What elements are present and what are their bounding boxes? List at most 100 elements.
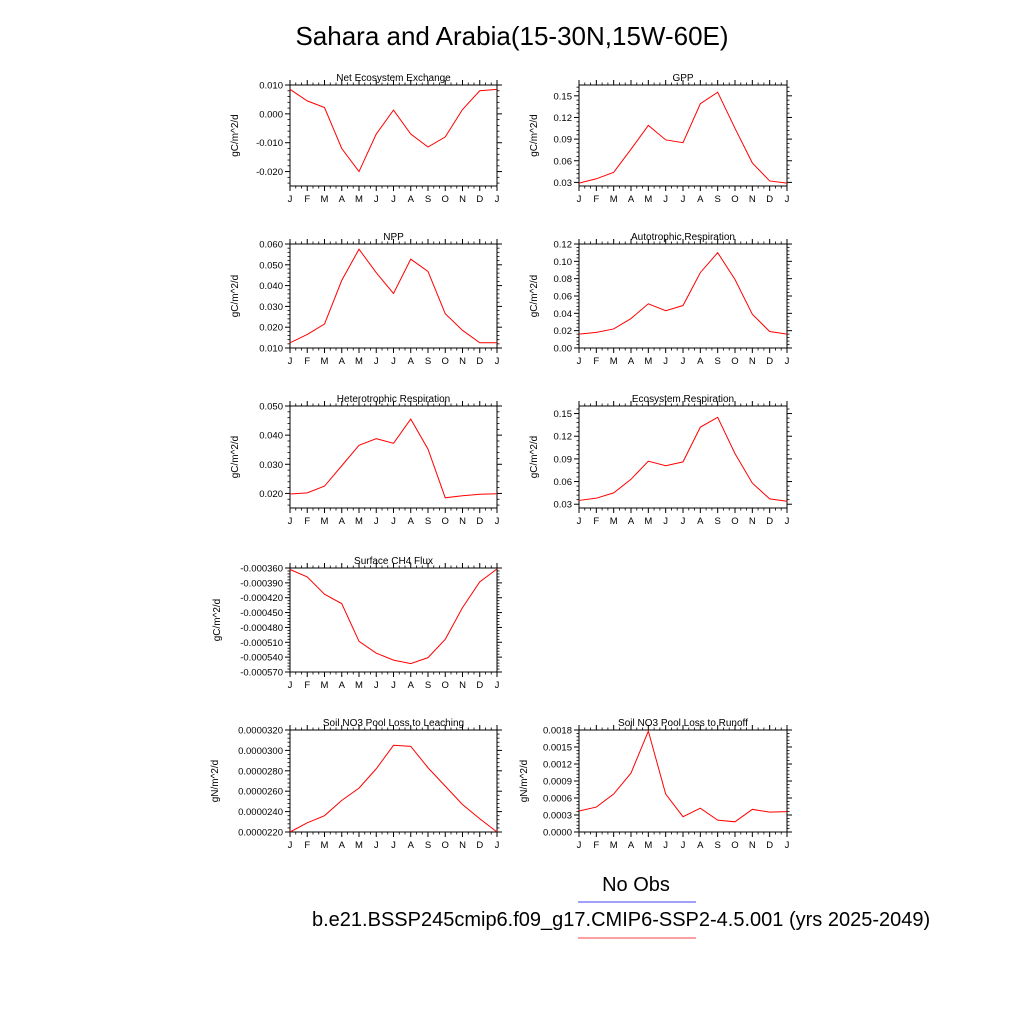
y-tick-label: 0.060 (259, 240, 283, 251)
y-tick-label: 0.04 (554, 309, 573, 320)
panel-title: Net Ecosystem Exchange (336, 73, 451, 84)
x-tick-label: S (425, 516, 431, 527)
x-tick-label: N (459, 680, 466, 691)
x-tick-label: O (731, 194, 738, 205)
y-axis-label: gC/m^2/d (529, 436, 540, 479)
y-axis-label: gC/m^2/d (230, 275, 241, 318)
x-tick-label: F (304, 680, 310, 691)
x-tick-label: J (785, 356, 790, 367)
x-tick-label: J (663, 356, 668, 367)
y-tick-label: 0.0000260 (238, 787, 283, 798)
x-tick-label: A (408, 680, 415, 691)
y-tick-label: 0.0000220 (238, 828, 283, 839)
x-tick-label: J (374, 356, 379, 367)
x-tick-label: J (663, 194, 668, 205)
x-tick-label: J (391, 194, 396, 205)
x-tick-label: F (304, 356, 310, 367)
y-tick-label: 0.15 (554, 91, 573, 102)
y-tick-label: 0.030 (259, 460, 283, 471)
y-tick-label: -0.000510 (240, 638, 283, 649)
x-tick-label: O (731, 840, 738, 851)
x-tick-label: A (628, 516, 635, 527)
figure-title: Sahara and Arabia(15-30N,15W-60E) (295, 21, 728, 51)
x-tick-label: S (425, 356, 431, 367)
x-tick-label: S (425, 840, 431, 851)
x-tick-label: F (593, 356, 599, 367)
y-tick-label: 0.0000240 (238, 807, 283, 818)
y-tick-label: 0.0003 (543, 811, 572, 822)
y-axis-label: gC/m^2/d (230, 114, 241, 157)
x-tick-label: A (697, 194, 704, 205)
x-tick-label: M (355, 194, 363, 205)
x-tick-label: M (321, 840, 329, 851)
x-tick-label: O (731, 516, 738, 527)
y-tick-label: 0.050 (259, 402, 283, 413)
x-tick-label: A (628, 840, 635, 851)
x-tick-label: J (391, 516, 396, 527)
y-axis-label: gC/m^2/d (212, 599, 223, 642)
x-tick-label: M (644, 516, 652, 527)
y-tick-label: -0.000570 (240, 668, 283, 679)
x-tick-label: J (681, 840, 686, 851)
x-tick-label: J (391, 840, 396, 851)
x-tick-label: J (785, 194, 790, 205)
x-tick-label: M (355, 356, 363, 367)
panel-title: Heterotrophic Respiration (337, 394, 450, 405)
y-tick-label: -0.000450 (240, 608, 283, 619)
y-tick-label: 0.0012 (543, 760, 572, 771)
y-axis-label: gC/m^2/d (230, 436, 241, 479)
y-tick-label: -0.000480 (240, 623, 283, 634)
y-tick-label: 0.0006 (543, 794, 572, 805)
series-line (578, 91, 788, 184)
x-tick-label: J (663, 516, 668, 527)
x-tick-label: J (681, 516, 686, 527)
x-tick-label: D (766, 356, 773, 367)
y-axis-label: gN/m^2/d (519, 760, 530, 803)
x-tick-label: S (714, 194, 720, 205)
panel-title: Autotrophic Respiration (631, 232, 735, 243)
x-tick-label: S (425, 194, 431, 205)
x-tick-label: D (476, 194, 483, 205)
x-tick-label: O (442, 194, 449, 205)
panel-title: Surface CH4 Flux (354, 556, 433, 567)
x-tick-label: D (476, 356, 483, 367)
x-tick-label: J (577, 356, 582, 367)
x-tick-label: J (288, 356, 293, 367)
y-tick-label: -0.000390 (240, 578, 283, 589)
x-tick-label: A (628, 356, 635, 367)
x-tick-label: J (288, 194, 293, 205)
series-line (289, 568, 498, 665)
y-tick-label: 0.08 (554, 274, 573, 285)
series-line (289, 88, 498, 173)
y-tick-label: 0.03 (554, 500, 573, 511)
y-tick-label: -0.000540 (240, 653, 283, 664)
x-tick-label: J (288, 840, 293, 851)
y-tick-label: 0.010 (259, 81, 283, 92)
y-tick-label: 0.06 (554, 156, 573, 167)
panel-title: Ecosystem Respiration (632, 394, 734, 405)
x-tick-label: F (593, 840, 599, 851)
x-tick-label: M (321, 194, 329, 205)
x-tick-label: N (749, 516, 756, 527)
x-tick-label: J (785, 840, 790, 851)
y-tick-label: -0.010 (256, 138, 283, 149)
x-tick-label: A (408, 840, 415, 851)
panel-title: Soil NO3 Pool Loss to Leaching (323, 718, 464, 729)
y-tick-label: 0.020 (259, 489, 283, 500)
x-tick-label: J (391, 356, 396, 367)
x-tick-label: D (766, 516, 773, 527)
y-tick-label: 0.000 (259, 109, 283, 120)
y-tick-label: 0.02 (554, 326, 573, 337)
x-tick-label: J (374, 680, 379, 691)
y-tick-label: 0.12 (554, 432, 573, 443)
x-tick-label: J (495, 680, 500, 691)
x-tick-label: A (697, 840, 704, 851)
x-tick-label: M (610, 356, 618, 367)
legend-label-obs: No Obs (602, 874, 670, 896)
x-tick-label: D (766, 840, 773, 851)
